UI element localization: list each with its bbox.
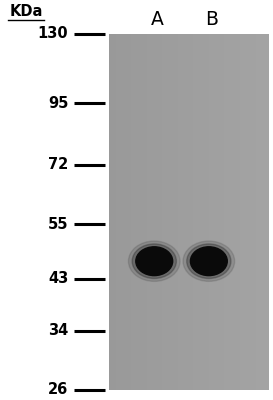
Text: KDa: KDa bbox=[9, 4, 43, 19]
Text: 72: 72 bbox=[48, 157, 68, 172]
Ellipse shape bbox=[183, 241, 235, 281]
Text: 95: 95 bbox=[48, 96, 68, 111]
Text: A: A bbox=[150, 10, 164, 29]
Text: 43: 43 bbox=[48, 271, 68, 286]
Ellipse shape bbox=[128, 241, 180, 281]
Text: 26: 26 bbox=[48, 382, 68, 398]
Text: 55: 55 bbox=[48, 217, 68, 232]
Ellipse shape bbox=[132, 244, 176, 278]
Ellipse shape bbox=[191, 247, 227, 276]
Ellipse shape bbox=[136, 247, 173, 276]
Text: 34: 34 bbox=[48, 323, 68, 338]
Text: 130: 130 bbox=[38, 26, 68, 42]
Text: B: B bbox=[205, 10, 218, 29]
Ellipse shape bbox=[187, 244, 231, 278]
